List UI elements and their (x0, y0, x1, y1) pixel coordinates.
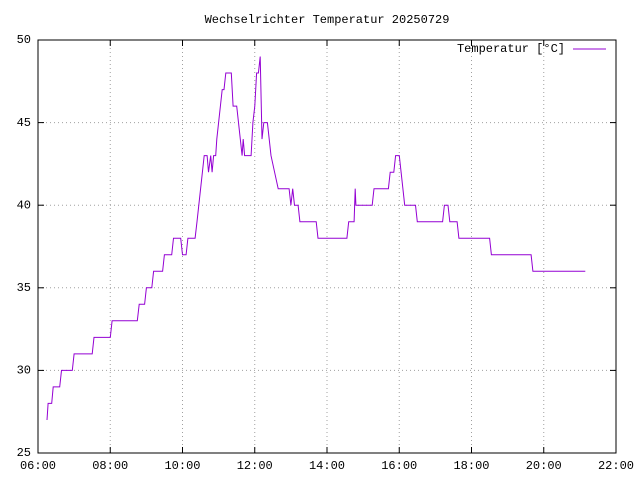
legend-label: Temperatur [°C] (457, 42, 565, 56)
x-tick-label: 06:00 (20, 459, 56, 473)
x-tick-label: 14:00 (309, 459, 345, 473)
x-tick-label: 18:00 (453, 459, 489, 473)
y-tick-label: 50 (17, 33, 31, 47)
x-tick-label: 08:00 (92, 459, 128, 473)
y-tick-label: 45 (17, 116, 31, 130)
y-tick-label: 30 (17, 364, 31, 378)
data-line (46, 56, 586, 421)
y-tick-label: 40 (17, 198, 31, 212)
chart-title: Wechselrichter Temperatur 20250729 (205, 13, 450, 27)
y-tick-label: 35 (17, 281, 31, 295)
x-tick-label: 22:00 (598, 459, 634, 473)
plot-border (37, 39, 617, 454)
x-tick-label: 16:00 (381, 459, 417, 473)
x-tick-label: 20:00 (526, 459, 562, 473)
y-tick-label: 25 (17, 446, 31, 460)
x-tick-label: 10:00 (164, 459, 200, 473)
x-tick-label: 12:00 (237, 459, 273, 473)
